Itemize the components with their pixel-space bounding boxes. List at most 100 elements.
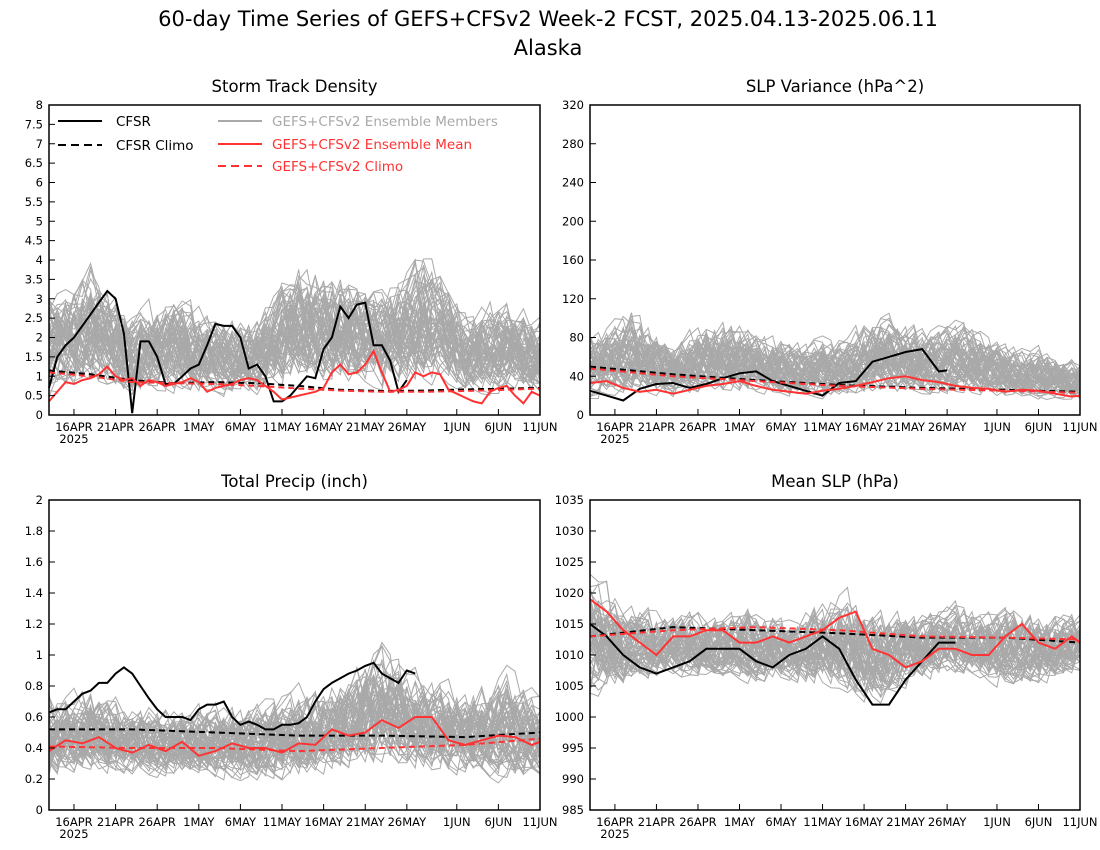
- x-tick-label: 11MAY: [263, 420, 303, 434]
- legend-members-label: GEFS+CFSv2 Ensemble Members: [272, 114, 498, 130]
- y-tick-label: 4.5: [25, 234, 43, 248]
- y-tick-label: 240: [562, 176, 584, 190]
- y-tick-label: 0.5: [25, 389, 43, 403]
- y-tick-label: 1010: [555, 648, 584, 662]
- x-tick-label: 6MAY: [225, 815, 257, 829]
- x-tick-label: 16MAY: [304, 420, 344, 434]
- x-tick-label: 26APR: [679, 815, 716, 829]
- ensemble-member-line: [589, 334, 1081, 395]
- x-year-label: 2025: [59, 432, 88, 446]
- x-year-label: 2025: [600, 432, 629, 446]
- panel-2: 0 40 80 120 160 200 240 280 320 16APR 21APR 26APR 1M…: [562, 77, 1097, 446]
- ensemble-member-line: [48, 692, 541, 768]
- x-tick-label: 16MAY: [845, 420, 885, 434]
- x-tick-label: 21APR: [97, 815, 134, 829]
- y-tick-label: 1.2: [25, 617, 43, 631]
- ensemble-member-line: [48, 688, 541, 779]
- x-tick-label: 6JUN: [1025, 815, 1053, 829]
- panel-3: 0 0.2 0.4 0.6 0.8 1 1.2 1.4 1.6 1.8 2 16APR 21APR 26A…: [25, 472, 558, 841]
- x-tick-label: 26MAY: [928, 815, 968, 829]
- y-tick-label: 40: [569, 369, 584, 383]
- x-tick-label: 6MAY: [765, 420, 797, 434]
- ensemble-member-line: [589, 621, 1081, 693]
- series-gefs-cfsv2-ensemble-mean: [589, 598, 1081, 669]
- panel-title: Total Precip (inch): [220, 472, 368, 491]
- ensemble-members: [48, 641, 541, 784]
- x-tick-label: 11JUN: [522, 420, 557, 434]
- x-tick-label: 16APR: [55, 420, 92, 434]
- x-year-label: 2025: [59, 827, 88, 841]
- y-tick-label: 1.5: [25, 350, 43, 364]
- ensemble-member-line: [589, 324, 1081, 394]
- series-cfsr: [589, 623, 956, 706]
- y-tick-label: 990: [562, 772, 584, 786]
- ensemble-member-line: [589, 325, 1081, 396]
- ensemble-member-line: [589, 326, 1081, 389]
- y-tick-label: 0.8: [25, 679, 43, 693]
- y-tick-label: 320: [562, 98, 584, 112]
- x-tick-label: 21APR: [97, 420, 134, 434]
- x-year-label: 2025: [600, 827, 629, 841]
- ensemble-members: [48, 258, 541, 398]
- y-tick-label: 2: [36, 331, 43, 345]
- y-tick-label: 2.5: [25, 311, 43, 325]
- ensemble-member-line: [48, 677, 541, 774]
- y-tick-label: 0.6: [25, 710, 43, 724]
- y-tick-label: 2: [36, 493, 43, 507]
- y-tick-label: 200: [562, 214, 584, 228]
- y-tick-label: 0: [36, 803, 43, 817]
- y-tick-label: 8: [36, 98, 43, 112]
- series-gefs-cfsv2-ensemble-mean: [48, 348, 541, 405]
- ensemble-member-line: [48, 273, 541, 390]
- y-tick-label: 80: [569, 331, 584, 345]
- ensemble-member-line: [589, 325, 1081, 394]
- x-tick-label: 16APR: [596, 815, 633, 829]
- x-tick-label: 11JUN: [1062, 420, 1097, 434]
- y-tick-label: 1: [36, 369, 43, 383]
- y-tick-label: 1015: [555, 617, 584, 631]
- y-tick-label: 7.5: [25, 117, 43, 131]
- y-tick-label: 985: [562, 803, 584, 817]
- ensemble-member-line: [589, 608, 1081, 685]
- ensemble-members: [589, 312, 1081, 401]
- panel-title: Mean SLP (hPa): [771, 472, 899, 491]
- y-tick-label: 1020: [555, 586, 584, 600]
- ensemble-member-line: [48, 287, 541, 388]
- x-tick-label: 16MAY: [304, 815, 344, 829]
- ensemble-member-line: [48, 292, 541, 378]
- series-cfsr-climo: [589, 626, 1081, 644]
- series-cfsr: [48, 289, 408, 414]
- y-tick-label: 1.8: [25, 524, 43, 538]
- series-gefs-cfsv2-climo: [589, 367, 1081, 394]
- series-cfsr: [48, 661, 416, 731]
- y-tick-label: 6: [36, 176, 43, 190]
- series-cfsr-climo: [589, 365, 1081, 393]
- y-tick-label: 3: [36, 292, 43, 306]
- series-gefs-cfsv2-climo: [48, 371, 541, 393]
- legend-cfsr-climo-label: CFSR Climo: [116, 138, 194, 154]
- y-tick-label: 1000: [555, 710, 584, 724]
- y-tick-label: 3.5: [25, 272, 43, 286]
- x-tick-label: 26APR: [138, 815, 175, 829]
- x-tick-label: 21MAY: [346, 420, 386, 434]
- legend-ens-climo-label: GEFS+CFSv2 Climo: [272, 159, 403, 175]
- x-tick-label: 6MAY: [765, 815, 797, 829]
- x-tick-label: 11MAY: [263, 815, 303, 829]
- y-tick-label: 7: [36, 137, 43, 151]
- y-tick-label: 120: [562, 292, 584, 306]
- x-tick-label: 26MAY: [388, 815, 428, 829]
- x-tick-label: 11JUN: [522, 815, 557, 829]
- y-tick-label: 0.2: [25, 772, 43, 786]
- series-gefs-cfsv2-ensemble-mean: [48, 716, 541, 757]
- y-tick-label: 1025: [555, 555, 584, 569]
- x-tick-label: 16MAY: [845, 815, 885, 829]
- y-tick-label: 1035: [555, 493, 584, 507]
- ensemble-member-line: [589, 605, 1081, 681]
- panel-1: 0 0.5 1 1.5 2 2.5 3 3.5 4 4.5 5 5.5 6 6.5 7 7.5 8 16APR 21…: [25, 77, 558, 446]
- ensemble-member-line: [589, 618, 1081, 690]
- series-cfsr-climo: [48, 369, 541, 393]
- figure-title: 60-day Time Series of GEFS+CFSv2 Week-2 …: [158, 7, 938, 31]
- ensemble-member-line: [589, 328, 1081, 397]
- y-tick-label: 4: [36, 253, 43, 267]
